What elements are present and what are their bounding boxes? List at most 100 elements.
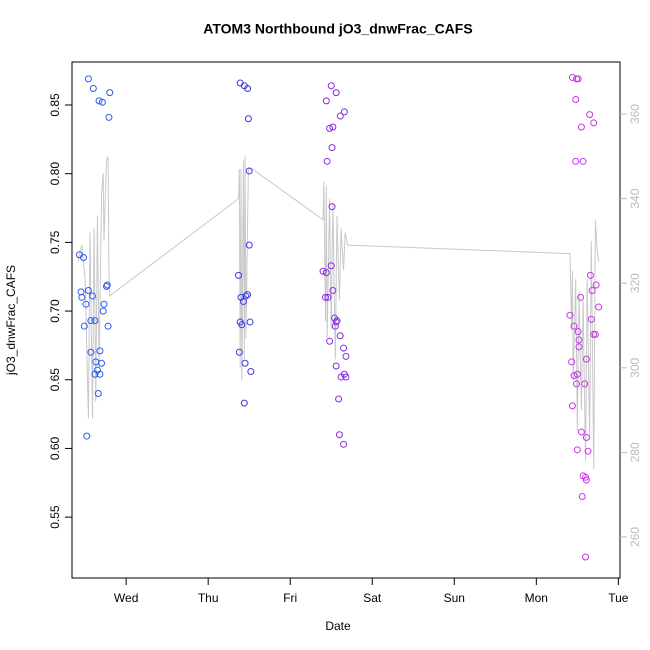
y-tick-label: 0.55	[48, 505, 62, 529]
x-tick-label: Mon	[525, 591, 548, 605]
data-point	[332, 362, 340, 370]
data-point	[89, 85, 97, 93]
data-point	[337, 373, 345, 381]
data-point	[98, 98, 106, 106]
y2-tick-label: 340	[628, 188, 642, 208]
data-point	[336, 112, 344, 120]
data-point	[566, 311, 574, 319]
data-point	[572, 157, 580, 165]
data-point	[103, 281, 111, 289]
data-point	[340, 344, 348, 352]
data-point	[582, 355, 590, 363]
data-point	[247, 368, 255, 376]
y-tick-label: 0.80	[48, 162, 62, 186]
data-point	[244, 85, 252, 93]
data-point	[244, 115, 252, 123]
y2-tick-label: 280	[628, 442, 642, 462]
data-point	[574, 75, 582, 83]
data-point	[102, 282, 110, 290]
data-point	[584, 447, 592, 455]
data-point	[78, 293, 86, 301]
data-point	[582, 473, 590, 481]
data-point	[91, 317, 99, 325]
data-point	[335, 395, 343, 403]
data-point	[570, 322, 578, 330]
data-point	[321, 293, 329, 301]
data-point	[595, 303, 603, 311]
data-point	[326, 337, 334, 345]
plot-frame	[71, 61, 621, 579]
data-point	[568, 358, 576, 366]
data-line	[77, 156, 600, 470]
data-point	[573, 446, 581, 454]
data-point	[244, 291, 252, 299]
data-point	[96, 370, 104, 378]
y2-tick-label: 360	[628, 104, 642, 124]
data-point	[581, 380, 589, 388]
data-point	[577, 293, 585, 301]
data-point	[84, 286, 92, 294]
data-point	[245, 167, 253, 175]
x-tick-label: Tue	[608, 591, 629, 605]
data-point	[329, 286, 337, 294]
data-point	[95, 97, 103, 105]
data-point	[94, 389, 102, 397]
data-point	[83, 432, 91, 440]
data-point	[590, 119, 598, 127]
data-point	[582, 476, 590, 484]
y-tick-label: 0.85	[48, 93, 62, 117]
y-tick-label: 0.60	[48, 436, 62, 460]
data-point	[570, 372, 578, 380]
data-point	[577, 428, 585, 436]
data-point	[84, 75, 92, 83]
y2-tick-label: 260	[628, 527, 642, 547]
data-point	[331, 322, 339, 330]
data-point	[579, 157, 587, 165]
data-point	[245, 241, 253, 249]
data-point	[106, 89, 114, 97]
data-point	[586, 111, 594, 119]
data-point	[575, 336, 583, 344]
data-point	[99, 307, 107, 315]
data-point	[322, 97, 330, 105]
data-point	[342, 373, 350, 381]
y-tick-label: 0.75	[48, 230, 62, 254]
data-point	[568, 402, 576, 410]
data-point	[324, 293, 332, 301]
data-point	[246, 318, 254, 326]
data-point	[586, 271, 594, 279]
data-point	[239, 297, 247, 305]
data-point	[590, 330, 598, 338]
data-point	[582, 433, 590, 441]
data-point	[335, 431, 343, 439]
data-point	[572, 96, 580, 104]
data-point	[574, 328, 582, 336]
data-point	[573, 380, 581, 388]
x-tick-label: Fri	[283, 591, 297, 605]
y2-tick-label: 320	[628, 273, 642, 293]
data-point	[323, 157, 331, 165]
data-point	[332, 318, 340, 326]
data-point	[328, 144, 336, 152]
data-point	[582, 553, 590, 561]
data-point	[80, 322, 88, 330]
chart-title: ATOM3 Northbound jO3_dnwFrac_CAFS	[203, 21, 472, 37]
data-point	[319, 267, 327, 275]
data-point	[328, 203, 336, 211]
y2-tick-label: 300	[628, 357, 642, 377]
x-tick-label: Thu	[198, 591, 219, 605]
data-point	[235, 348, 243, 356]
data-point	[332, 89, 340, 97]
data-point	[242, 292, 250, 300]
data-point	[336, 332, 344, 340]
data-point	[329, 123, 337, 131]
data-point	[342, 352, 350, 360]
data-point	[327, 82, 335, 90]
data-point	[82, 300, 90, 308]
data-point	[98, 359, 106, 367]
data-point	[573, 370, 581, 378]
data-point	[575, 343, 583, 351]
y-tick-label: 0.65	[48, 368, 62, 392]
